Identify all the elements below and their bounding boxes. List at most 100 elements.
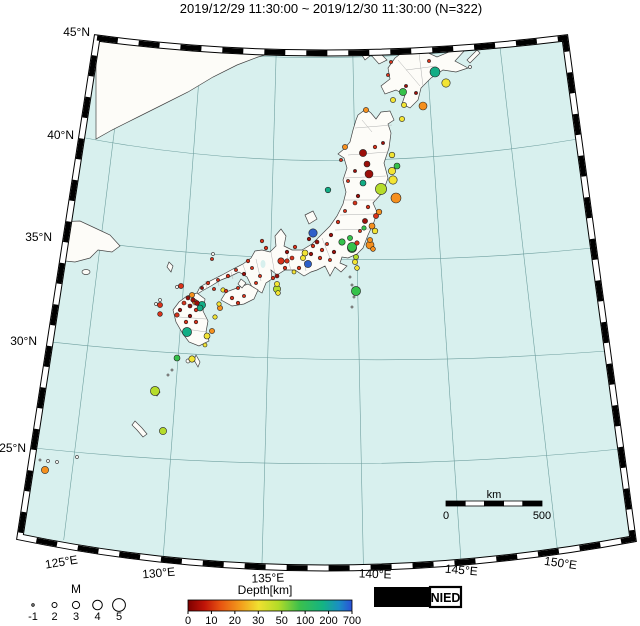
epicenter-marker bbox=[229, 295, 235, 301]
epicenter-marker bbox=[212, 287, 216, 291]
m-legend-label: 2 bbox=[51, 611, 57, 623]
lon-label: 130°E bbox=[142, 565, 176, 582]
lon-label: 140°E bbox=[358, 566, 391, 581]
epicenter-marker bbox=[282, 265, 288, 271]
epicenter-marker bbox=[216, 278, 220, 282]
meridian-135e bbox=[261, 47, 277, 569]
coast-honshu bbox=[195, 108, 395, 297]
epicenter-marker bbox=[418, 101, 428, 111]
prefecture-borders bbox=[178, 52, 438, 333]
depth-tick-label: 30 bbox=[252, 615, 264, 626]
epicenter-marker bbox=[258, 274, 262, 278]
epicenter-marker bbox=[274, 281, 280, 287]
epicenter-marker bbox=[284, 258, 290, 264]
epicenter-marker bbox=[339, 158, 343, 162]
depth-tick-label: 200 bbox=[319, 615, 337, 626]
lat-label: 25°N bbox=[0, 441, 26, 455]
epicenter-marker bbox=[173, 354, 181, 362]
epicenter-marker bbox=[216, 301, 222, 307]
epicenter-marker bbox=[372, 144, 378, 150]
epicenter-marker bbox=[353, 254, 359, 260]
m-legend-circle bbox=[92, 599, 103, 611]
hinet-logo-hi: Hi bbox=[378, 588, 395, 607]
parallel-40n bbox=[79, 136, 579, 161]
hinet-logo-net: -net bbox=[397, 594, 414, 605]
nied-logo-text: NIED bbox=[431, 591, 461, 605]
coast-shikoku bbox=[220, 283, 259, 307]
depth-tick-label: 100 bbox=[296, 615, 314, 626]
epicenter-marker bbox=[223, 288, 229, 294]
epicenter-marker bbox=[263, 245, 269, 251]
m-legend-label: -1 bbox=[28, 611, 38, 623]
lake-biwa bbox=[260, 260, 266, 268]
epicenter-marker bbox=[342, 144, 348, 150]
epicenter-marker bbox=[317, 255, 323, 261]
nied-logo-box bbox=[428, 585, 463, 609]
epicenter-marker bbox=[363, 107, 369, 113]
epicenter-marker bbox=[354, 240, 360, 246]
epicenter-marker bbox=[187, 303, 193, 309]
epicenter-marker bbox=[314, 239, 320, 245]
epicenter-marker bbox=[401, 102, 407, 108]
epicenter-marker bbox=[296, 265, 302, 271]
epicenter-marker bbox=[388, 167, 396, 175]
epicenter-marker bbox=[367, 237, 373, 243]
depth-tick-label: 0 bbox=[185, 615, 191, 626]
epicenter-marker bbox=[177, 307, 183, 313]
lat-label: 35°N bbox=[25, 230, 52, 244]
epicenter-marker bbox=[41, 466, 49, 474]
epicenter-marker bbox=[235, 300, 241, 306]
epicenter-marker bbox=[388, 151, 396, 159]
scale-bar bbox=[445, 500, 543, 507]
epicenter-marker bbox=[259, 238, 265, 244]
epicenter-marker bbox=[319, 247, 325, 253]
lat-label: 40°N bbox=[47, 128, 74, 142]
magnitude-legend-circles: -1 2 3 4 5 bbox=[28, 598, 126, 623]
epicenter-marker bbox=[157, 302, 163, 308]
m-legend-circle bbox=[51, 602, 58, 608]
epicenter-marker bbox=[196, 304, 204, 312]
epicenter-marker bbox=[353, 169, 357, 173]
m-legend-label: 4 bbox=[94, 611, 100, 623]
epicenter-marker bbox=[190, 297, 196, 303]
epicenter-marker bbox=[389, 60, 393, 64]
epicenter-layer bbox=[41, 59, 451, 474]
depth-legend: Depth[km] 0 10 20 30 50 100 200 700 bbox=[185, 583, 361, 626]
epicenter-marker bbox=[178, 283, 184, 289]
epicenter-marker bbox=[441, 78, 451, 88]
scale-unit-label: km bbox=[487, 489, 502, 501]
epicenter-marker bbox=[183, 319, 189, 325]
epicenter-marker bbox=[291, 269, 297, 275]
depth-tick-label: 700 bbox=[343, 615, 361, 626]
epicenter-marker bbox=[254, 281, 258, 285]
longitude-labels: 125°E 130°E 135°E 140°E 145°E 150°E bbox=[44, 553, 578, 586]
epicenter-marker bbox=[359, 179, 367, 187]
epicenter-marker bbox=[236, 286, 240, 290]
epicenter-marker bbox=[150, 386, 160, 396]
epicenter-marker bbox=[277, 257, 285, 265]
epicenter-marker bbox=[325, 242, 329, 246]
epicenter-marker bbox=[335, 219, 341, 225]
epicenter-marker bbox=[338, 238, 346, 246]
epicenter-marker bbox=[157, 311, 163, 317]
lat-label: 45°N bbox=[63, 25, 90, 39]
epicenter-marker bbox=[310, 243, 316, 249]
lat-label: 30°N bbox=[10, 334, 37, 348]
epicenter-marker bbox=[355, 193, 361, 199]
hinet-nied-logo: Hi -net NIED bbox=[374, 585, 463, 609]
latitude-labels: 45°N 40°N 35°N 30°N 25°N bbox=[0, 25, 90, 455]
meridian-150e bbox=[498, 39, 559, 556]
epicenter-marker bbox=[306, 236, 312, 242]
m-legend-label: 3 bbox=[73, 611, 79, 623]
lon-label: 135°E bbox=[251, 570, 284, 585]
epicenter-marker bbox=[347, 242, 357, 252]
epicenter-marker bbox=[399, 116, 405, 122]
map-frame bbox=[16, 34, 637, 572]
epicenter-marker bbox=[185, 295, 191, 301]
epicenter-marker bbox=[308, 228, 318, 238]
hinet-logo-box bbox=[374, 587, 430, 607]
epicenter-marker bbox=[388, 175, 398, 185]
depth-tick-label: 10 bbox=[205, 615, 217, 626]
epicenter-marker bbox=[359, 149, 367, 157]
epicenter-marker bbox=[200, 286, 204, 290]
